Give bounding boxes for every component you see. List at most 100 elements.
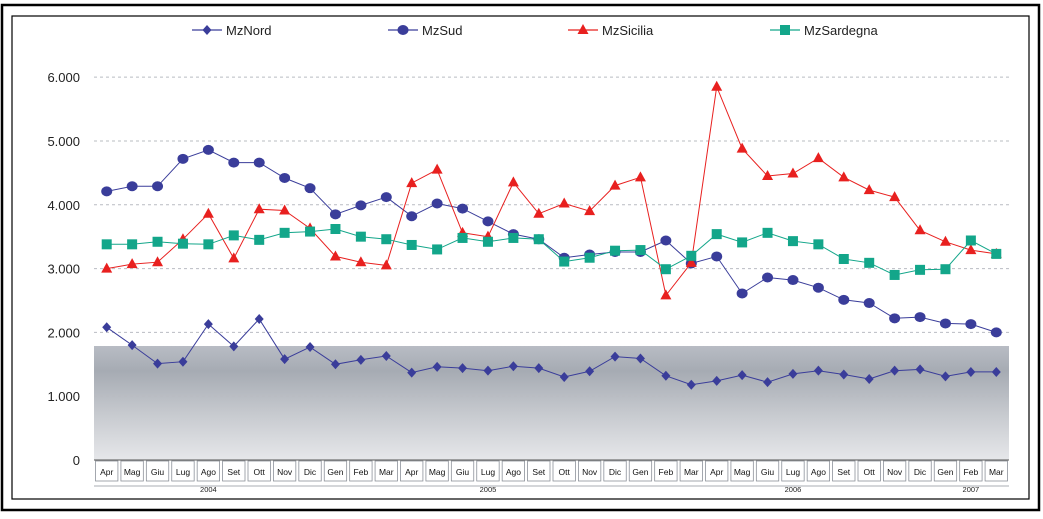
x-tick-box	[476, 460, 500, 482]
data-point-mznord	[940, 371, 950, 382]
data-point-mznord	[381, 350, 391, 361]
legend-label-mzsud: MzSud	[422, 23, 462, 38]
data-point-mzsicilia	[965, 244, 977, 255]
series-line-mznord	[106, 318, 997, 386]
x-tick-box	[95, 460, 119, 482]
data-point-mzsardegna	[559, 256, 570, 267]
data-point-mzsicilia	[431, 163, 443, 174]
data-point-mznord	[330, 359, 340, 370]
x-tick-box	[120, 460, 144, 482]
x-tick-box	[552, 460, 576, 482]
x-tick-box	[578, 460, 602, 482]
data-point-mznord	[915, 364, 925, 375]
x-tick-label: Ott	[254, 467, 266, 477]
data-point-mzsud	[406, 211, 418, 222]
x-tick-label: Lug	[786, 467, 800, 477]
data-point-mzsicilia	[533, 207, 545, 218]
x-tick-box	[984, 460, 1008, 482]
data-point-mzsardegna	[305, 226, 316, 237]
data-point-mzsicilia	[863, 184, 875, 195]
legend-label-mzsardegna: MzSardegna	[804, 23, 878, 38]
series-line-mzsicilia	[106, 84, 997, 297]
y-tick-label: 4.000	[47, 198, 80, 213]
data-point-mzsud	[457, 203, 469, 214]
data-point-mzsud	[762, 272, 774, 283]
x-tick-box	[755, 460, 780, 482]
data-point-mzsardegna	[482, 236, 493, 247]
x-tick-label: Mag	[124, 467, 141, 477]
data-point-mzsardegna	[355, 231, 366, 242]
series-mzsicilia	[101, 80, 1002, 300]
data-point-mzsardegna	[330, 224, 341, 235]
x-tick-box	[450, 460, 475, 482]
data-point-mzsardegna	[533, 234, 544, 245]
x-tick-box	[425, 460, 449, 482]
data-point-mzsardegna	[711, 229, 722, 240]
data-point-mzsicilia	[380, 259, 392, 270]
data-point-mzsardegna	[965, 235, 976, 246]
data-point-mzsardegna	[432, 244, 443, 255]
x-tick-box	[323, 460, 348, 482]
data-point-mzsardegna	[889, 269, 900, 280]
x-tick-box	[781, 460, 805, 482]
legend-marker-mzsardegna	[780, 25, 790, 35]
data-point-mzsicilia	[406, 177, 418, 188]
x-tick-label: Nov	[582, 467, 598, 477]
data-point-mznord	[737, 370, 747, 381]
x-tick-box	[501, 460, 525, 482]
x-tick-box	[654, 460, 678, 482]
data-point-mzsardegna	[127, 239, 138, 250]
y-tick-label: 3.000	[47, 262, 80, 277]
data-point-mzsud	[787, 275, 799, 286]
data-point-mzsud	[990, 327, 1002, 338]
data-point-mzsud	[660, 235, 672, 246]
data-point-mzsardegna	[177, 238, 188, 249]
data-point-mzsicilia	[507, 176, 519, 187]
data-point-mznord	[102, 322, 112, 333]
series-mzsardegna	[101, 224, 1002, 280]
data-point-mzsicilia	[584, 205, 596, 216]
data-point-mznord	[407, 367, 417, 378]
x-tick-label: Ago	[506, 467, 521, 477]
y-tick-label: 5.000	[47, 134, 80, 149]
series-mzsud	[101, 144, 1002, 338]
data-point-mzsicilia	[914, 224, 926, 235]
data-point-mzsardegna	[660, 264, 671, 275]
data-point-mzsardegna	[813, 239, 824, 250]
data-point-mzsardegna	[838, 254, 849, 264]
data-point-mzsud	[228, 157, 240, 168]
data-point-mzsicilia	[838, 171, 850, 182]
data-point-mzsicilia	[228, 252, 240, 263]
x-tick-label: Gen	[327, 467, 343, 477]
data-point-mzsardegna	[279, 227, 290, 238]
x-tick-label: Feb	[659, 467, 674, 477]
data-point-mzsicilia	[558, 197, 570, 208]
x-tick-box	[298, 460, 322, 482]
data-point-mzsardegna	[635, 245, 646, 256]
data-point-mznord	[356, 354, 366, 365]
data-point-mzsardegna	[254, 234, 265, 245]
x-tick-label: Apr	[710, 467, 723, 477]
x-tick-box	[628, 460, 653, 482]
data-point-mznord	[788, 368, 798, 379]
x-tick-box	[247, 460, 271, 482]
x-tick-box	[222, 460, 246, 482]
x-tick-label: Set	[227, 467, 240, 477]
data-point-mzsicilia	[609, 179, 621, 190]
y-tick-label: 1.000	[47, 389, 80, 404]
x-tick-label: Nov	[887, 467, 903, 477]
data-point-mzsud	[380, 192, 392, 203]
data-point-mzsud	[482, 216, 494, 227]
data-point-mznord	[763, 377, 773, 388]
data-point-mzsicilia	[762, 170, 774, 181]
x-tick-box	[806, 460, 830, 482]
data-point-mzsardegna	[203, 239, 214, 250]
x-tick-box	[908, 460, 932, 482]
data-point-mzsud	[965, 319, 977, 330]
data-point-mzsud	[431, 198, 443, 209]
data-point-mzsud	[253, 157, 265, 168]
x-tick-box	[933, 460, 958, 482]
x-tick-box	[196, 460, 220, 482]
x-tick-label: Nov	[277, 467, 293, 477]
